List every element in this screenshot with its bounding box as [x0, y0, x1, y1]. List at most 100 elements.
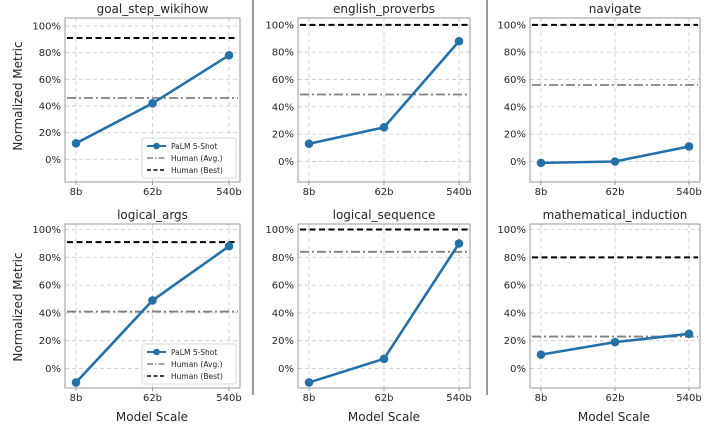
y-tick-label: 40% — [39, 102, 61, 113]
legend-marker-1 — [153, 142, 160, 150]
y-tick-label: 0% — [45, 155, 61, 166]
y-tick-label: 20% — [504, 130, 526, 141]
subplot-title: navigate — [589, 2, 641, 16]
legend-marker-1 — [153, 348, 160, 356]
legend-label-3: Human (Best) — [171, 372, 223, 381]
y-tick-label: 20% — [272, 336, 294, 347]
y-tick-label: 20% — [272, 130, 294, 141]
data-point-palm-5-shot — [224, 241, 234, 251]
data-point-palm-5-shot — [304, 139, 314, 149]
data-point-palm-5-shot — [536, 350, 546, 359]
y-tick-label: 40% — [272, 102, 294, 113]
y-axis-label-top: Normalized Metric — [11, 41, 25, 150]
x-tick-label: 62b — [143, 393, 162, 404]
y-tick-label: 40% — [504, 308, 526, 319]
x-tick-label: 8b — [535, 393, 548, 404]
data-point-palm-5-shot — [684, 142, 694, 151]
subplot-4: 0% 20% 40% 60% 80% 100% 8b 62b 540b logical_args P… — [32, 208, 241, 404]
x-tick-label: 62b — [605, 393, 624, 404]
subplot-3: 0% 20% 40% 60% 80% 100% 8b 62b 540b navigate — [497, 2, 701, 198]
data-point-palm-5-shot — [71, 378, 81, 387]
x-tick-label: 62b — [374, 187, 393, 198]
subplot-title: goal_step_wikihow — [97, 2, 209, 16]
data-point-palm-5-shot — [454, 36, 464, 46]
y-tick-label: 0% — [45, 364, 61, 375]
legend-box — [141, 137, 237, 179]
x-tick-label: 540b — [216, 393, 241, 404]
legend-label-3: Human (Best) — [171, 166, 223, 175]
x-tick-label: 62b — [374, 393, 393, 404]
x-tick-label: 540b — [446, 187, 471, 198]
axes-frame — [529, 17, 701, 183]
y-tick-label: 0% — [510, 157, 526, 168]
y-tick-label: 60% — [504, 75, 526, 86]
legend-label-1: PaLM 5-Shot — [171, 348, 217, 357]
y-tick-label: 80% — [504, 48, 526, 59]
data-point-palm-5-shot — [224, 51, 234, 60]
y-tick-label: 100% — [497, 20, 526, 31]
x-tick-label: 8b — [70, 393, 83, 404]
y-tick-label: 80% — [504, 253, 526, 264]
x-tick-label: 8b — [535, 187, 548, 198]
axes-frame — [529, 223, 701, 389]
data-point-palm-5-shot — [454, 239, 464, 248]
data-point-palm-5-shot — [684, 329, 694, 339]
y-tick-label: 20% — [504, 336, 526, 347]
axes-frame — [64, 223, 241, 389]
x-tick-label: 540b — [446, 393, 471, 404]
legend-label-1: PaLM 5-Shot — [171, 142, 217, 151]
y-tick-label: 80% — [39, 253, 61, 264]
y-tick-label: 80% — [272, 253, 294, 264]
legend-box — [141, 343, 237, 385]
data-point-palm-5-shot — [379, 123, 389, 132]
y-tick-label: 100% — [497, 225, 526, 236]
y-tick-label: 40% — [504, 102, 526, 113]
y-tick-label: 100% — [32, 22, 61, 33]
y-axis-label-bottom: Normalized Metric — [11, 252, 25, 361]
x-tick-label: 62b — [605, 187, 624, 198]
y-tick-label: 0% — [278, 364, 294, 375]
y-tick-label: 40% — [39, 308, 61, 319]
axes-frame — [297, 223, 471, 389]
data-point-palm-5-shot — [379, 354, 389, 364]
subplot-title: mathematical_induction — [543, 208, 688, 222]
data-point-palm-5-shot — [71, 139, 81, 148]
axes-frame — [64, 17, 241, 183]
y-tick-label: 20% — [39, 128, 61, 139]
x-tick-label: 540b — [676, 393, 701, 404]
y-tick-label: 80% — [272, 48, 294, 59]
y-tick-label: 0% — [510, 364, 526, 375]
subplot-5: 0% 20% 40% 60% 80% 100% 8b 62b 540b logical_seque… — [265, 208, 471, 404]
y-tick-label: 100% — [32, 225, 61, 236]
subplot-title: logical_sequence — [333, 208, 436, 222]
data-point-palm-5-shot — [610, 157, 620, 166]
y-tick-label: 60% — [39, 281, 61, 292]
legend-label-2: Human (Avg.) — [171, 154, 223, 163]
subplot-6: 0% 20% 40% 60% 80% 100% 8b 62b 540b mathematical_… — [497, 208, 701, 404]
x-axis-label-col2: Model Scale — [348, 410, 420, 424]
x-tick-label: 8b — [303, 393, 316, 404]
y-tick-label: 100% — [265, 225, 294, 236]
x-axis-label-col1: Model Scale — [116, 410, 188, 424]
legend: PaLM 5-Shot Human (Avg.) Human (Best) — [141, 343, 237, 385]
y-tick-label: 100% — [265, 20, 294, 31]
subplot-title: english_proverbs — [333, 2, 435, 16]
data-point-palm-5-shot — [610, 337, 620, 347]
x-tick-label: 62b — [143, 187, 162, 198]
data-point-palm-5-shot — [148, 99, 157, 108]
axes-frame — [297, 17, 471, 183]
y-tick-label: 60% — [272, 75, 294, 86]
y-tick-label: 0% — [278, 157, 294, 168]
subplot-title: logical_args — [117, 208, 188, 222]
legend-label-2: Human (Avg.) — [171, 360, 223, 369]
y-tick-label: 60% — [504, 281, 526, 292]
subplot-1: 0% 20% 40% 60% 80% 100% 8b 62b 540b goal_step_wik… — [32, 2, 241, 198]
y-tick-label: 20% — [39, 336, 61, 347]
y-tick-label: 80% — [39, 48, 61, 59]
panels: 0% 20% 40% 60% 80% 100% 8b 62b 540b goal_step_wik… — [32, 2, 701, 404]
x-tick-label: 8b — [70, 187, 83, 198]
x-axis-label-col3: Model Scale — [578, 410, 650, 424]
data-point-palm-5-shot — [536, 158, 546, 168]
x-tick-label: 540b — [216, 187, 241, 198]
